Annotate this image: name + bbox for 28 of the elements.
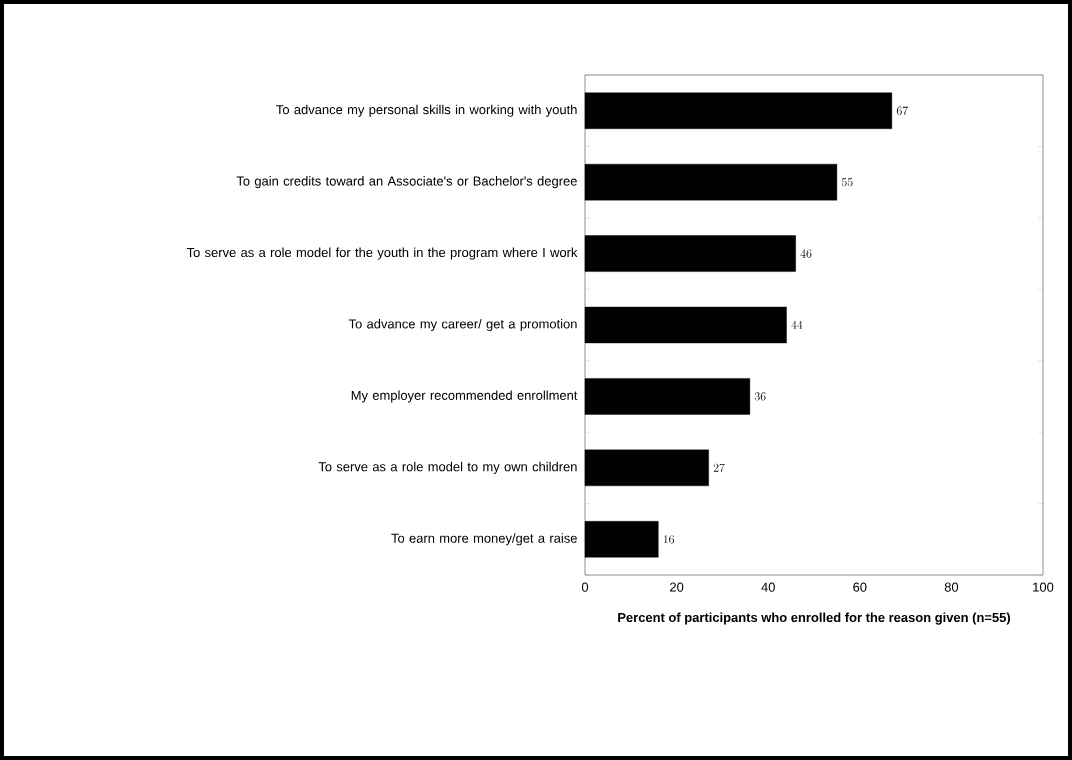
x-axis-title: Percent of participants who enrolled for the reason given (n=55) (618, 612, 1011, 625)
bar (584, 235, 796, 272)
y-tick-label: To advance my personal skills in working with youth (276, 104, 577, 117)
bar (584, 163, 838, 201)
x-tick-label: 0 (581, 582, 589, 592)
bar (584, 92, 893, 129)
x-tick-label: 60 (853, 582, 867, 592)
x-tick-label: 20 (670, 582, 684, 592)
y-tick-label: To serve as a role model for the youth in the program where I work (186, 247, 578, 260)
y-tick-label: To gain credits toward an Associate's or Bachelor's degree (236, 176, 577, 189)
data-label: 27 (713, 463, 725, 472)
x-tick-label: 80 (944, 582, 959, 592)
y-tick-label: To serve as a role model to my own children (318, 461, 577, 474)
bar (584, 521, 659, 558)
bar (584, 306, 787, 344)
y-tick-label: My employer recommended enrollment (351, 390, 578, 403)
x-tick-label: 40 (761, 582, 775, 592)
y-tick-label: To advance my career/ get a promotion (348, 318, 577, 332)
data-label: 46 (800, 249, 812, 258)
data-label: 44 (791, 320, 803, 329)
x-tick-label: 100 (1033, 582, 1054, 592)
data-label: 55 (842, 178, 853, 187)
bar (584, 449, 709, 487)
data-label: 16 (663, 535, 675, 544)
data-label: 67 (896, 106, 908, 115)
bar (584, 378, 751, 415)
y-tick-label: To earn more money/get a raise (391, 533, 577, 546)
data-label: 36 (754, 392, 766, 401)
